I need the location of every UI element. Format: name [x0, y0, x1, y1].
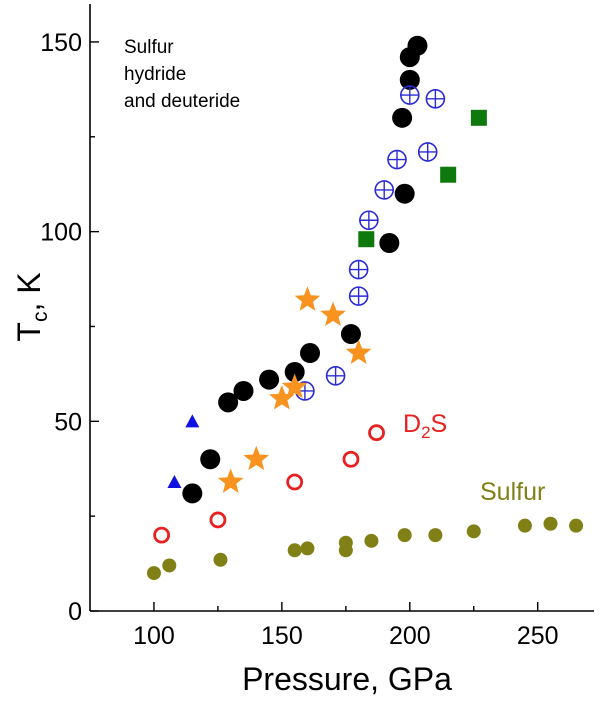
- series-h2s-blue-triangles: [167, 414, 200, 489]
- data-point-star: [294, 286, 321, 311]
- series-sulfur: [146, 516, 584, 581]
- data-point-filled-square: [440, 166, 457, 183]
- data-point-filled-triangle: [167, 475, 182, 489]
- data-point-small-filled-circle: [146, 566, 161, 581]
- y-axis-title-units: , K: [11, 272, 47, 311]
- data-point-crossed-circle: [374, 180, 395, 200]
- data-point-star: [345, 339, 372, 364]
- data-point-star: [281, 373, 308, 399]
- data-point-crossed-circle: [359, 210, 379, 231]
- data-point-small-filled-circle: [466, 524, 481, 539]
- data-point-filled-circle: [379, 233, 400, 254]
- data-point-crossed-circle: [417, 142, 438, 162]
- sulfur-hydride-label-line1: Sulfur: [124, 37, 174, 58]
- series-h2s-black-circles: [182, 35, 428, 504]
- y-tick-label: 100: [40, 219, 82, 247]
- plot-frame: [89, 4, 594, 612]
- data-point-filled-circle: [392, 107, 413, 128]
- data-point-star: [269, 385, 295, 410]
- axis-ticks: [90, 41, 539, 612]
- sulfur-hydride-label-line2: hydride: [124, 64, 186, 85]
- axis-tick-labels: 100 150 200 250 0 50 100 150: [40, 29, 558, 650]
- data-point-small-filled-circle: [569, 518, 584, 533]
- data-point-crossed-circle: [348, 286, 369, 306]
- data-point-small-filled-circle: [397, 528, 412, 543]
- d2s-label-subscript: 2: [421, 423, 430, 442]
- sulfur-hydride-label: Sulfur hydride and deuteride: [124, 37, 240, 112]
- data-point-crossed-circle: [348, 259, 369, 280]
- data-point-small-filled-circle: [543, 516, 558, 531]
- series-h2s-orange-stars: [217, 286, 372, 493]
- data-point-filled-circle: [300, 343, 321, 364]
- d2s-label: D2S: [403, 410, 447, 442]
- data-point-filled-circle: [394, 183, 415, 204]
- data-point-open-circle: [286, 473, 304, 491]
- data-point-filled-circle: [200, 449, 221, 470]
- data-point-open-circle: [209, 511, 227, 529]
- x-axis-title: Pressure, GPa: [242, 661, 452, 697]
- data-point-open-circle: [368, 424, 385, 442]
- data-point-filled-circle: [399, 69, 420, 90]
- series-h2s-crossed-open-circles: [295, 85, 446, 401]
- data-point-small-filled-circle: [213, 552, 228, 567]
- x-tick-label: 150: [261, 622, 303, 650]
- y-axis-title: Tc, K: [11, 272, 52, 341]
- x-tick-label: 250: [517, 622, 559, 650]
- data-point-small-filled-circle: [300, 541, 315, 556]
- data-point-filled-circle: [218, 392, 239, 413]
- y-tick-label: 150: [40, 29, 82, 57]
- data-point-filled-circle: [233, 380, 254, 401]
- data-point-open-circle: [342, 450, 360, 468]
- data-point-filled-circle: [259, 369, 280, 390]
- x-tick-label: 200: [389, 622, 431, 650]
- data-point-small-filled-circle: [338, 535, 353, 550]
- y-tick-label: 0: [68, 598, 82, 626]
- data-point-filled-square: [358, 231, 375, 248]
- data-point-small-filled-circle: [162, 558, 177, 573]
- sulfur-hydride-label-line3: and deuteride: [124, 91, 240, 112]
- data-point-filled-square: [470, 109, 487, 126]
- y-tick-label: 50: [54, 408, 82, 436]
- data-points: [146, 35, 584, 581]
- y-axis-title-main: T: [11, 322, 47, 342]
- sulfur-label: Sulfur: [480, 478, 545, 506]
- d2s-label-main: D: [403, 410, 421, 438]
- y-axis-title-subscript: c: [29, 312, 52, 323]
- data-point-star: [320, 301, 346, 327]
- d2s-label-rest: S: [431, 410, 448, 438]
- data-point-small-filled-circle: [517, 518, 532, 533]
- data-point-small-filled-circle: [428, 528, 443, 543]
- data-point-filled-triangle: [185, 414, 200, 428]
- data-point-star: [243, 445, 270, 471]
- data-point-crossed-circle: [399, 85, 420, 105]
- data-point-small-filled-circle: [364, 533, 379, 548]
- data-point-filled-circle: [407, 35, 428, 56]
- x-tick-label: 100: [133, 622, 175, 650]
- data-point-crossed-circle: [387, 149, 407, 170]
- series-h2s-green-squares: [358, 109, 487, 248]
- data-point-filled-circle: [284, 361, 305, 382]
- data-point-filled-circle: [182, 483, 203, 504]
- data-point-crossed-circle: [325, 365, 346, 386]
- series-d2s: [153, 424, 385, 544]
- data-point-star: [217, 468, 244, 493]
- data-point-small-filled-circle: [287, 543, 302, 558]
- data-point-crossed-circle: [425, 89, 446, 109]
- data-point-open-circle: [153, 526, 171, 544]
- data-point-filled-circle: [340, 324, 361, 345]
